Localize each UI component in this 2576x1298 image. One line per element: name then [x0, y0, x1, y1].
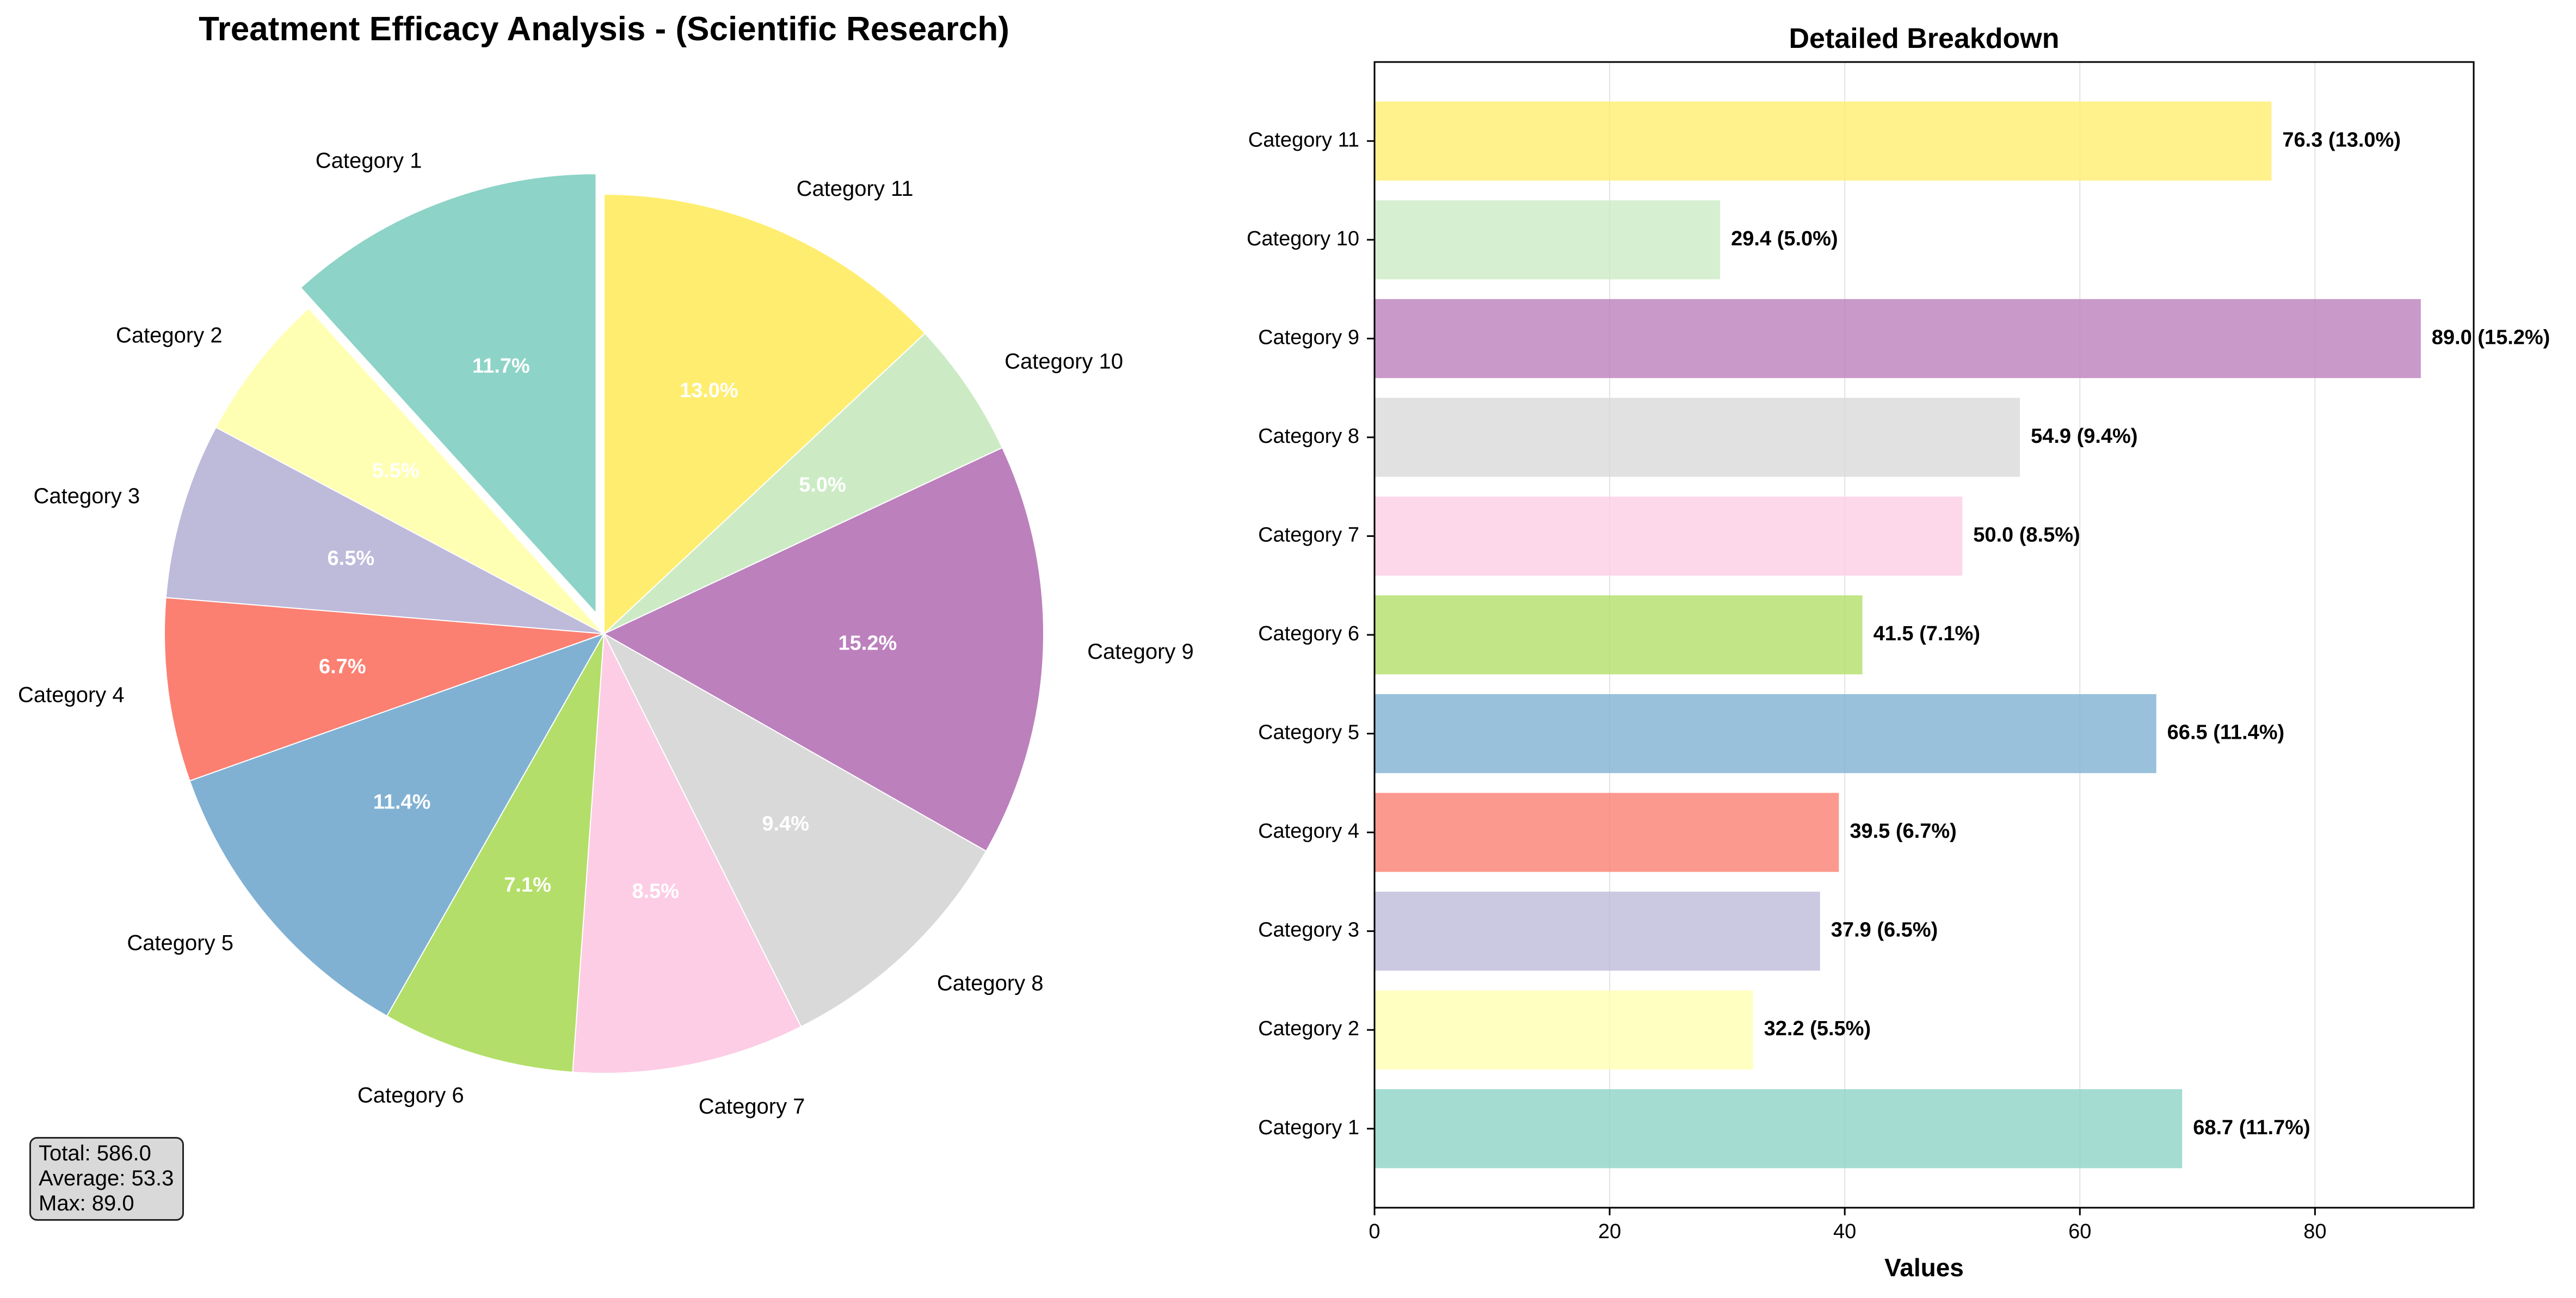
pie-category-label-category-8: Category 8 — [937, 971, 1044, 995]
pie-slice-category-5 — [189, 633, 606, 1017]
pie-category-label-category-5: Category 5 — [127, 931, 233, 955]
bar-value-label-category-2: 32.2 (5.5%) — [1764, 1017, 1871, 1040]
bar-y-tick-label-category-5: Category 5 — [1258, 721, 1359, 744]
pie-slice-category-6 — [386, 633, 605, 1073]
pie-percent-label-category-5: 11.4% — [373, 791, 431, 814]
bar-value-label-category-4: 39.5 (6.7%) — [1850, 820, 1956, 843]
bar-value-label-category-5: 66.5 (11.4%) — [2167, 721, 2284, 744]
bar-value-label-category-3: 37.9 (6.5%) — [1831, 919, 1938, 942]
pie-category-label-category-6: Category 6 — [358, 1083, 464, 1107]
pie-slice-category-10 — [603, 332, 1003, 634]
pie-category-label-category-1: Category 1 — [316, 149, 422, 173]
pie-slice-category-8 — [602, 632, 987, 1028]
summary-stats-box: Total: 586.0 Average: 53.3 Max: 89.0 — [29, 1137, 184, 1221]
bar-y-tick-label-category-8: Category 8 — [1258, 425, 1359, 448]
bar-category-6 — [1375, 595, 1863, 675]
bar-category-11 — [1375, 101, 2272, 181]
pie-category-label-category-3: Category 3 — [34, 484, 140, 508]
bar-y-tick-label-category-11: Category 11 — [1248, 128, 1359, 151]
pie-category-label-category-10: Category 10 — [1004, 349, 1123, 373]
bar-y-tick-label-category-6: Category 6 — [1258, 622, 1359, 645]
pie-chart: Treatment Efficacy Analysis - (Scientifi… — [18, 10, 1194, 1118]
pie-percent-label-category-9: 15.2% — [839, 632, 897, 654]
bar-category-2 — [1375, 990, 1753, 1070]
pie-percent-label-category-1: 11.7% — [472, 355, 530, 378]
pie-slice-category-4 — [164, 597, 605, 782]
bar-bars — [1375, 101, 2421, 1169]
pie-slice-category-3 — [165, 427, 605, 634]
bar-value-label-category-1: 68.7 (11.7%) — [2193, 1116, 2310, 1139]
pie-percent-labels: 11.7% 5.5% 6.5% 6.7% 11.4% 7.1% 8.5% 9.4% 15.2% 5… — [319, 355, 897, 903]
bar-value-label-category-10: 29.4 (5.0%) — [1731, 227, 1838, 250]
bar-y-tick-label-category-4: Category 4 — [1258, 820, 1359, 843]
bar-x-tick-label-80: 80 — [2303, 1220, 2326, 1243]
bar-x-tick-label-60: 60 — [2068, 1220, 2091, 1243]
pie-percent-label-category-8: 9.4% — [762, 813, 809, 836]
pie-slice-category-2 — [215, 307, 605, 634]
bar-category-1 — [1375, 1089, 2183, 1169]
pie-category-label-category-9: Category 9 — [1087, 640, 1194, 664]
bar-value-label-category-11: 76.3 (13.0%) — [2282, 128, 2401, 151]
bar-category-4 — [1375, 793, 1839, 872]
bar-value-label-category-8: 54.9 (9.4%) — [2031, 425, 2137, 448]
pie-slice-category-7 — [572, 632, 802, 1074]
pie-slice-category-11 — [603, 193, 926, 635]
bar-chart: Detailed Breakdown 68.7 (11.7%) 32.2 (5.5… — [1247, 23, 2550, 1282]
pie-category-label-category-7: Category 7 — [699, 1095, 805, 1118]
bar-category-3 — [1375, 892, 1820, 971]
bar-category-5 — [1375, 694, 2156, 774]
pie-category-labels: Category 1 Category 2 Category 3 Category 4… — [18, 149, 1194, 1119]
pie-percent-label-category-2: 5.5% — [372, 459, 420, 482]
stats-max: Max: 89.0 — [39, 1191, 134, 1215]
bar-y-tick-label-category-1: Category 1 — [1258, 1116, 1359, 1139]
bar-x-tick-label-40: 40 — [1833, 1220, 1856, 1243]
bar-x-tick-label-0: 0 — [1369, 1220, 1380, 1243]
pie-slice-category-9 — [602, 447, 1044, 852]
bar-value-label-category-6: 41.5 (7.1%) — [1874, 622, 1980, 645]
pie-category-label-category-4: Category 4 — [18, 683, 125, 707]
bar-y-tick-label-category-2: Category 2 — [1258, 1017, 1359, 1040]
stats-average: Average: 53.3 — [39, 1166, 174, 1190]
bar-x-axis-label: Values — [1884, 1253, 1964, 1282]
bar-chart-title: Detailed Breakdown — [1789, 23, 2059, 54]
bar-category-10 — [1375, 200, 1721, 280]
bar-y-tick-label-category-10: Category 10 — [1247, 227, 1359, 250]
bar-y-tick-label-category-9: Category 9 — [1258, 326, 1359, 349]
bar-value-labels: 68.7 (11.7%) 32.2 (5.5%) 37.9 (6.5%) 39.5 (… — [1731, 128, 2550, 1139]
bar-value-label-category-7: 50.0 (8.5%) — [1973, 523, 2080, 546]
bar-y-tick-label-category-3: Category 3 — [1258, 919, 1359, 942]
pie-category-label-category-2: Category 2 — [116, 324, 223, 348]
bar-category-7 — [1375, 496, 1963, 576]
pie-chart-title: Treatment Efficacy Analysis - (Scientifi… — [199, 10, 1009, 48]
pie-percent-label-category-7: 8.5% — [632, 880, 679, 903]
bar-category-9 — [1375, 299, 2421, 378]
pie-slices — [164, 173, 1044, 1074]
bar-category-8 — [1375, 398, 2020, 477]
pie-slice-category-1 — [300, 173, 597, 615]
pie-percent-label-category-6: 7.1% — [504, 874, 551, 897]
bar-value-label-category-9: 89.0 (15.2%) — [2432, 326, 2550, 349]
bar-x-ticks: 0 20 40 60 80 — [1369, 1208, 2326, 1243]
pie-percent-label-category-4: 6.7% — [319, 656, 366, 678]
bar-x-tick-label-20: 20 — [1598, 1220, 1621, 1243]
pie-percent-label-category-3: 6.5% — [328, 547, 375, 570]
bar-y-tick-label-category-7: Category 7 — [1258, 523, 1359, 546]
bar-y-ticks: Category 1 Category 2 Category 3 Category 4… — [1247, 128, 1375, 1139]
stats-total: Total: 586.0 — [39, 1141, 151, 1165]
pie-percent-label-category-11: 13.0% — [680, 379, 738, 402]
pie-percent-label-category-10: 5.0% — [799, 473, 846, 496]
pie-category-label-category-11: Category 11 — [797, 177, 914, 201]
